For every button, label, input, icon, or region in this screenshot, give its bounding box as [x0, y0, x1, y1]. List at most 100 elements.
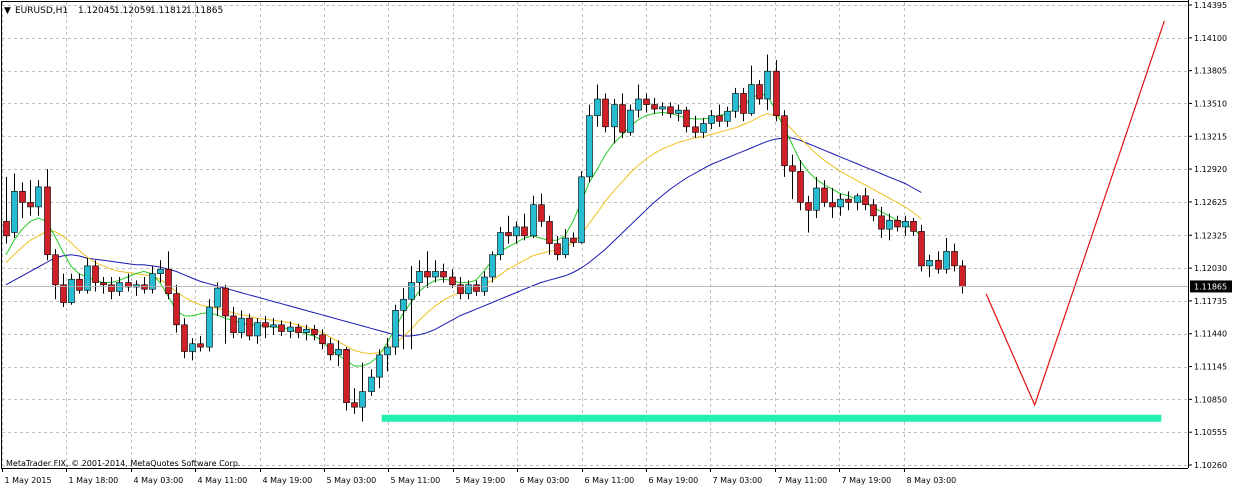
- bear-candle-body: [692, 126, 699, 133]
- time-tick-label: 6 May 11:00: [585, 476, 635, 485]
- bull-candle-body: [11, 191, 18, 233]
- candle: [222, 284, 229, 344]
- candle: [594, 84, 601, 127]
- candle: [554, 235, 561, 261]
- bear-candle-body: [141, 284, 148, 290]
- bull-candle-body: [254, 322, 261, 337]
- time-axis[interactable]: 1 May 2015 1 May 18:00 4 May 03:00 4 May 11…: [2, 468, 957, 485]
- candle: [611, 99, 618, 144]
- bear-candle-body: [870, 204, 877, 217]
- time-tick-label: 5 May 11:00: [391, 476, 441, 485]
- price-axis[interactable]: 1.14395 1.14100 1.13805 1.13510 1.13215 1.129…: [1188, 0, 1233, 488]
- candle: [943, 238, 950, 274]
- candle: [149, 265, 156, 294]
- candle: [813, 176, 820, 219]
- candle: [748, 65, 755, 116]
- candle: [837, 193, 844, 216]
- bear-candle-body: [829, 202, 836, 208]
- bear-candle-body: [756, 84, 763, 100]
- candle: [44, 169, 51, 261]
- candle: [481, 271, 488, 296]
- copyright-text: MetaTrader FIX, © 2001-2014, MetaQuotes …: [6, 459, 240, 468]
- candle: [489, 251, 496, 283]
- candle: [894, 215, 901, 232]
- price-tick-label: 1.14100: [1194, 34, 1227, 43]
- bull-candle-body: [465, 284, 472, 294]
- candle: [878, 206, 885, 239]
- candle: [311, 324, 318, 341]
- candle: [295, 323, 302, 339]
- candle: [60, 273, 67, 308]
- bear-candle-body: [878, 215, 885, 230]
- candle: [359, 362, 366, 422]
- price-tick-label: 1.10260: [1194, 461, 1227, 470]
- price-tick-label: 1.12325: [1194, 231, 1227, 240]
- time-tick-label: 6 May 19:00: [649, 476, 699, 485]
- candle: [376, 349, 383, 389]
- bull-candle-body: [359, 391, 366, 408]
- candle: [335, 340, 342, 366]
- candle: [68, 273, 75, 305]
- bull-candle-body: [432, 271, 439, 278]
- bear-candle-body: [651, 104, 658, 110]
- time-tick-label: 4 May 19:00: [263, 476, 313, 485]
- candle: [951, 243, 958, 272]
- candle: [667, 102, 674, 118]
- candle: [683, 106, 690, 133]
- bear-candle-body: [173, 293, 180, 326]
- bull-candle-body: [513, 226, 520, 237]
- bull-candle-body: [813, 187, 820, 211]
- candle: [862, 187, 869, 211]
- bear-candle-body: [619, 104, 626, 133]
- projection-path-line[interactable]: [985, 20, 1165, 407]
- bull-candle-body: [497, 232, 504, 256]
- bull-candle-body: [35, 186, 42, 208]
- candle: [230, 307, 237, 339]
- chart-menu-icon[interactable]: ▼: [4, 6, 11, 16]
- candle: [465, 280, 472, 300]
- bear-candle-body: [538, 204, 545, 222]
- candle: [546, 215, 553, 255]
- candlestick-series: [3, 54, 966, 422]
- price-tick-label: 1.11145: [1194, 363, 1227, 372]
- bear-candle-body: [683, 109, 690, 128]
- candle: [530, 195, 537, 239]
- bull-candle-body: [238, 317, 245, 333]
- candle: [643, 93, 650, 113]
- time-tick-label: 5 May 03:00: [327, 476, 377, 485]
- ohlc-open: 1.12045: [78, 6, 115, 16]
- bull-candle-body: [287, 326, 294, 332]
- bear-candle-body: [60, 284, 67, 303]
- bear-candle-body: [108, 284, 115, 292]
- drawn-objects[interactable]: [2, 20, 1188, 422]
- bull-candle-body: [400, 298, 407, 311]
- candle: [11, 173, 18, 239]
- price-tick-label: 1.13215: [1194, 132, 1227, 141]
- bear-candle-body: [570, 237, 577, 243]
- bear-candle-body: [894, 219, 901, 228]
- time-tick-label: 7 May 11:00: [778, 476, 828, 485]
- bear-candle-body: [222, 287, 229, 317]
- candle: [327, 338, 334, 361]
- candle: [473, 280, 480, 296]
- bull-candle-body: [368, 376, 375, 392]
- bull-candle-body: [578, 176, 585, 243]
- ohlc-close: 1.11865: [186, 6, 223, 16]
- candle: [287, 321, 294, 339]
- support-zone-rectangle[interactable]: [381, 414, 1162, 422]
- candle: [303, 324, 310, 341]
- bull-candle-body: [886, 219, 893, 230]
- bear-candle-body: [910, 221, 917, 232]
- bear-candle-body: [343, 349, 350, 404]
- bear-candle-body: [440, 271, 447, 278]
- bear-candle-body: [602, 98, 609, 128]
- bull-candle-body: [116, 282, 123, 292]
- candle: [829, 187, 836, 219]
- candle: [457, 276, 464, 300]
- current-price-label: 1.11865: [1194, 282, 1227, 291]
- bull-candle-body: [481, 276, 488, 292]
- candle: [214, 282, 221, 316]
- time-tick-label: 8 May 03:00: [907, 476, 957, 485]
- ma-slow-line: [5, 137, 922, 337]
